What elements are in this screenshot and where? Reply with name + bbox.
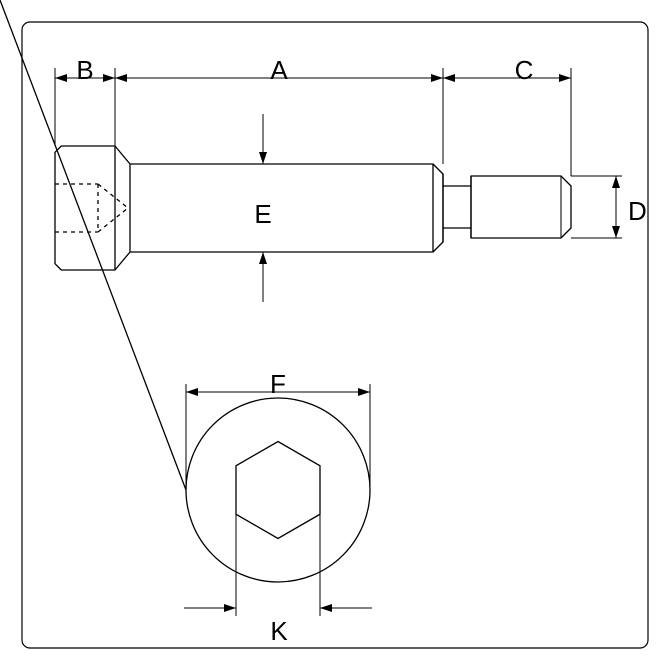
dimensions: B A C D E F K: [55, 55, 647, 646]
dim-label-F: F: [270, 369, 286, 399]
dim-label-C: C: [515, 55, 534, 85]
dim-label-D: D: [628, 196, 647, 226]
dim-label-K: K: [270, 616, 288, 646]
side-view: [55, 146, 571, 270]
dim-label-E: E: [254, 199, 271, 229]
dim-label-B: B: [76, 55, 93, 85]
dim-label-A: A: [270, 55, 288, 85]
front-view: [186, 398, 370, 582]
